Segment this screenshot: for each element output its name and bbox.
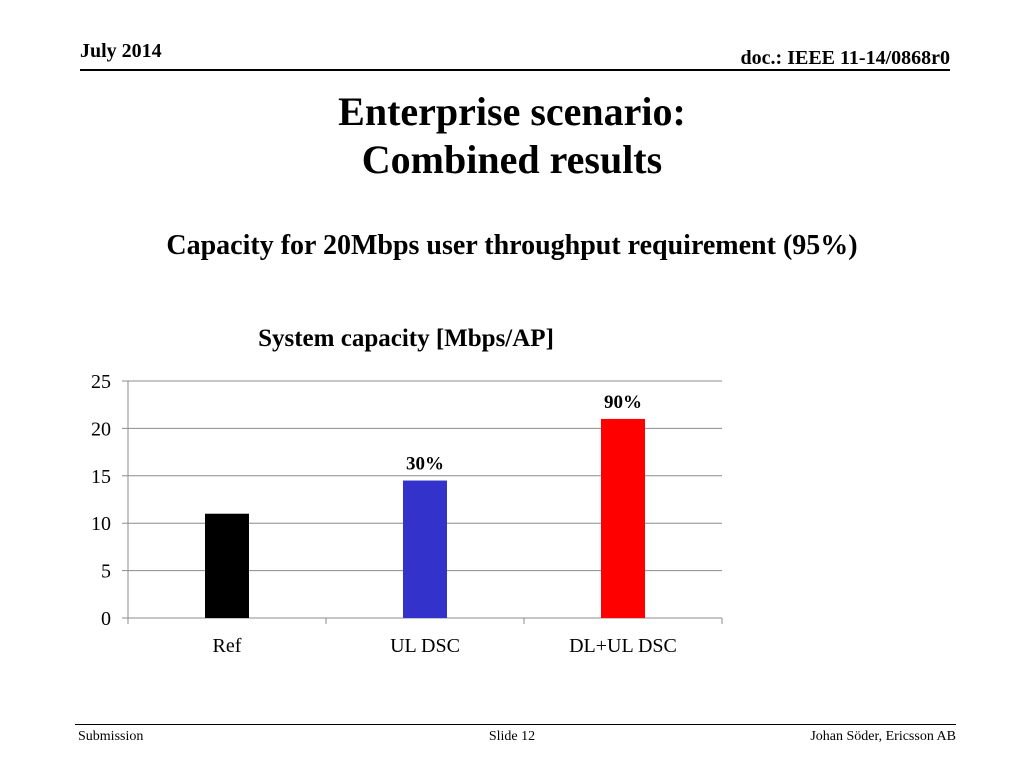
- chart-title: System capacity [Mbps/AP]: [258, 325, 554, 352]
- footer-author: Johan Söder, Ericsson AB: [810, 729, 956, 744]
- y-tick-label: 15: [91, 466, 111, 488]
- data-label: 30%: [406, 454, 444, 475]
- footer-divider: [75, 724, 956, 725]
- bar-dl-ul-dsc: [601, 418, 645, 618]
- header-date: July 2014: [80, 40, 162, 62]
- bar-ul-dsc: [403, 480, 447, 618]
- bar-ref: [205, 513, 249, 618]
- x-tick-label: Ref: [213, 635, 242, 657]
- y-tick-label: 0: [101, 608, 111, 630]
- y-tick-label: 25: [91, 371, 111, 393]
- footer-submission: Submission: [78, 729, 144, 744]
- slide-subtitle: Capacity for 20Mbps user throughput requ…: [166, 230, 858, 261]
- y-tick-label: 5: [101, 561, 111, 583]
- data-label: 90%: [604, 392, 642, 413]
- y-tick-label: 10: [91, 513, 111, 535]
- x-tick-label: UL DSC: [390, 635, 460, 657]
- y-tick-label: 20: [91, 418, 111, 440]
- header-doc-id: doc.: IEEE 11-14/0868r0: [740, 47, 950, 69]
- slide-title-line2: Combined results: [361, 137, 663, 182]
- header-divider: [80, 69, 950, 71]
- slide-title: Enterprise scenario: Combined results: [0, 88, 1024, 184]
- x-tick-label: DL+UL DSC: [569, 635, 677, 657]
- slide-title-line1: Enterprise scenario:: [338, 89, 686, 134]
- footer-slide-number: Slide 12: [488, 729, 536, 744]
